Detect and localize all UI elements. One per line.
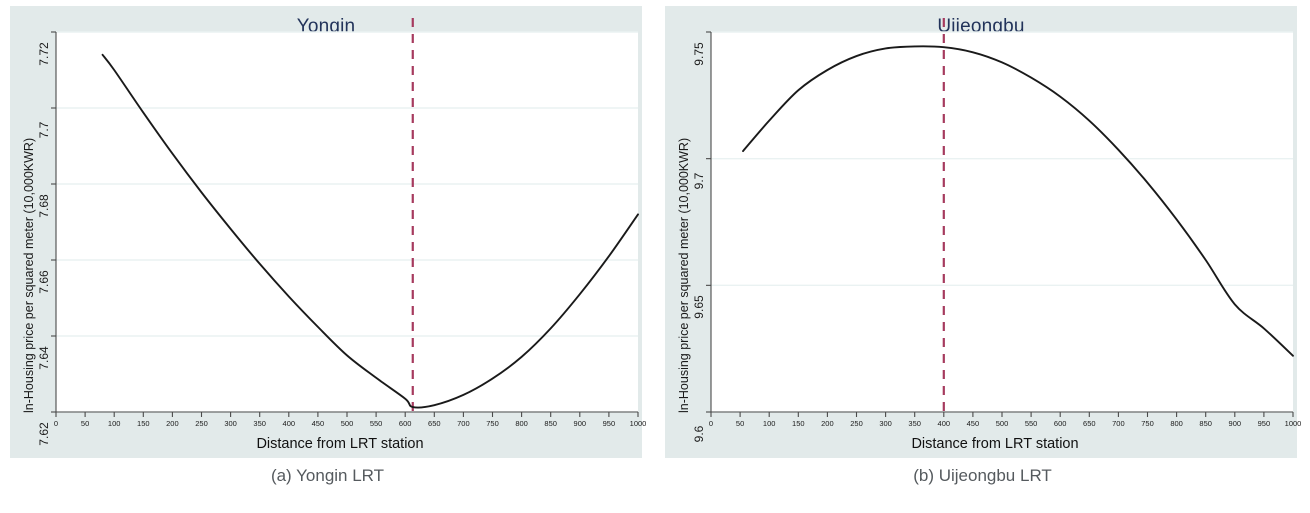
x-tick-label: 50	[735, 419, 745, 428]
x-tick-label: 600	[398, 419, 412, 428]
x-tick-label: 750	[486, 419, 499, 428]
x-tick-label: 100	[762, 419, 776, 428]
x-tick-label: 150	[137, 419, 150, 428]
x-tick-label: 950	[1257, 419, 1271, 428]
panel-yongin: Yongin ln-Housing price per squared mete…	[10, 6, 647, 485]
x-tick-label: 900	[1228, 419, 1242, 428]
x-tick-label: 250	[195, 419, 208, 428]
caption-uijeongbu: (b) Uijeongbu LRT	[913, 466, 1052, 485]
x-tick-label: 400	[937, 419, 951, 428]
x-tick-label: 800	[1170, 419, 1183, 428]
x-tick-label: 600	[1053, 419, 1067, 428]
x-tick-label: 900	[573, 419, 587, 428]
x-tick-label: 350	[908, 419, 921, 428]
x-tick-label: 550	[369, 419, 383, 428]
x-tick-label: 650	[428, 419, 441, 428]
x-tick-label: 700	[457, 419, 470, 428]
x-tick-label: 250	[850, 419, 863, 428]
x-tick-label: 500	[995, 419, 1009, 428]
x-axis-title-yongin: Distance from LRT station	[256, 436, 424, 452]
x-tick-label: 200	[166, 419, 179, 428]
x-tick-label: 800	[515, 419, 528, 428]
x-tick-label: 500	[340, 419, 354, 428]
x-tick-label: 450	[311, 419, 325, 428]
x-tick-label: 1000	[629, 419, 647, 428]
x-axis-title-uijeongbu: Distance from LRT station	[911, 436, 1079, 452]
x-tick-label: 850	[1199, 419, 1212, 428]
x-tick-label: 1000	[1284, 419, 1302, 428]
x-tick-label: 300	[879, 419, 892, 428]
x-tick-label: 300	[224, 419, 237, 428]
caption-yongin: (a) Yongin LRT	[270, 466, 385, 485]
panel-uijeongbu: Uijeongbu ln-Housing price per squared m…	[655, 0, 1310, 513]
x-tick-label: 850	[544, 419, 557, 428]
x-tick-label: 200	[821, 419, 834, 428]
x-tick-label: 0	[53, 419, 59, 428]
x-tick-label: 750	[1141, 419, 1154, 428]
x-tick-label: 700	[1112, 419, 1125, 428]
plot-area-yongin	[51, 18, 639, 417]
x-tick-label: 950	[602, 419, 616, 428]
x-tick-label: 400	[282, 419, 296, 428]
x-tick-label: 0	[708, 419, 714, 428]
x-tick-label: 100	[107, 419, 121, 428]
x-tick-label: 150	[792, 419, 805, 428]
x-tick-label: 550	[1024, 419, 1038, 428]
x-tick-label: 50	[80, 419, 90, 428]
x-tick-label: 650	[1083, 419, 1096, 428]
x-tick-label: 350	[253, 419, 266, 428]
plot-area-uijeongbu	[706, 18, 1294, 417]
x-tick-label: 450	[966, 419, 980, 428]
